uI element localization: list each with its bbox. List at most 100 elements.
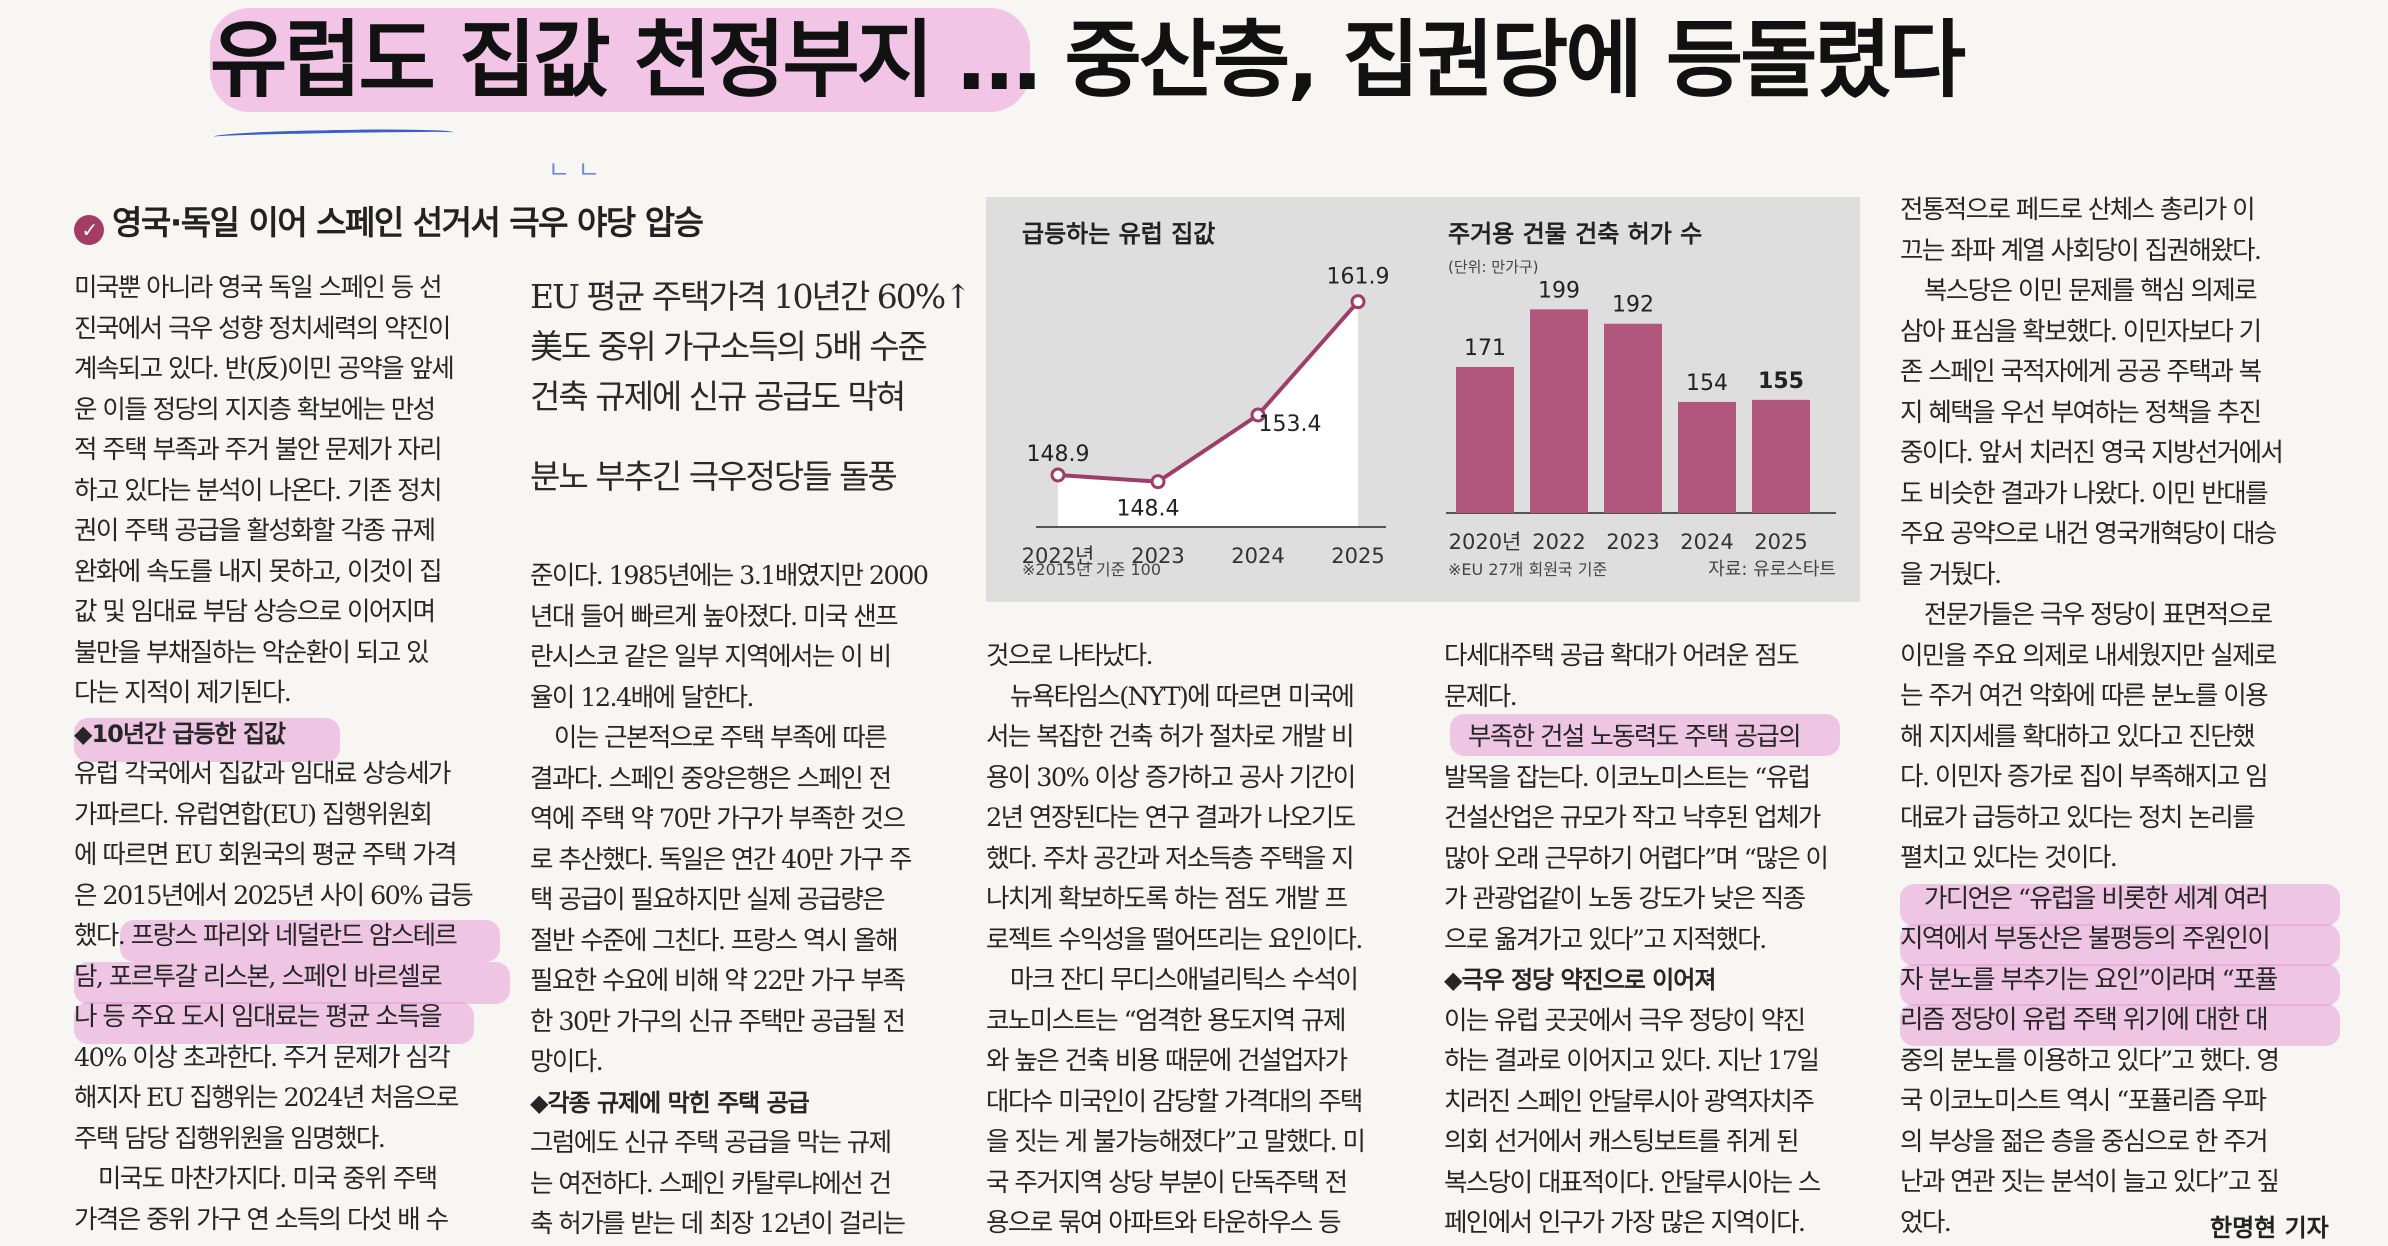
article-line: 가디언은 “유럽을 비롯한 세계 여러 — [1900, 883, 2269, 914]
check-icon: ✓ — [74, 215, 104, 245]
marker-highlight — [74, 1002, 474, 1044]
article-line: 문제다. — [1444, 681, 1518, 712]
charts: 급등하는 유럽 집값 148.9 2022년 148.4 2023 153.4 2024 16… — [1022, 220, 1836, 580]
article-line: 중의 분노를 이용하고 있다”고 했다. 영 — [1900, 1045, 2280, 1076]
article-line: 에 따르면 EU 회원국의 평균 주택 가격 — [74, 840, 458, 870]
article-line: 도 비슷한 결과가 나왔다. 이민 반대를 — [1900, 478, 2269, 509]
article-line: 이는 근본적으로 주택 부족에 따른 — [530, 723, 888, 753]
article-column: 다세대주택 공급 확대가 어려운 점도 문제다. 부족한 건설 노동력도 주택 공… — [1444, 636, 1874, 1246]
chart-panel — [986, 197, 1860, 602]
article-line: 용으로 묶여 아파트와 타운하우스 등 — [986, 1208, 1342, 1238]
article-line: 지 혜택을 우선 부여하는 정책을 추진 — [1900, 397, 2262, 428]
article-line: 리즘 정당이 유럽 주택 위기에 대한 대 — [1900, 1005, 2269, 1035]
article-line: 담, 포르투갈 리스본, 스페인 바르셀로 — [74, 961, 443, 992]
article-line: 준이다. 1985년에는 3.1배였지만 2000 — [530, 561, 929, 591]
article-line: 로젝트 수익성을 떨어뜨리는 요인이다. — [986, 924, 1363, 955]
article-line: 다. 이민자 증가로 집이 부족해지고 임 — [1900, 762, 2269, 792]
article-line: 율이 12.4배에 달한다. — [530, 682, 755, 713]
article-line: 미국뿐 아니라 영국 독일 스페인 등 선 — [74, 273, 443, 303]
data-label: 192 — [1612, 293, 1654, 318]
data-label: 154 — [1686, 371, 1728, 396]
article-line: 마크 잔디 무디스애널리틱스 수석이 — [986, 965, 1359, 995]
article-line: 전통적으로 페드로 산체스 총리가 이 — [1900, 195, 2256, 225]
article-line: 었다. — [1900, 1207, 1952, 1238]
data-point — [1250, 407, 1266, 423]
article-line: 복스당이 대표적이다. 안달루시아는 스 — [1444, 1167, 1821, 1198]
article-line: 해 지지세를 확대하고 있다고 진단했 — [1900, 721, 2256, 752]
article-line: 란시스코 같은 일부 지역에서는 이 비 — [530, 642, 892, 672]
article-line: 불만을 부채질하는 악순환이 되고 있 — [74, 637, 430, 668]
article-line: 중이다. 앞서 치러진 영국 지방선거에서 — [1900, 438, 2284, 468]
marker-highlight — [1900, 964, 2340, 1006]
article-line: 이민을 주요 의제로 내세웠지만 실제로 — [1900, 640, 2277, 671]
article-line: 2년 연장된다는 연구 결과가 나오기도 — [986, 803, 1356, 833]
article-line: 축 허가를 받는 데 최장 12년이 걸리는 — [530, 1209, 906, 1239]
tick-label: 2024 — [1231, 544, 1284, 568]
article-line: 의회 선거에서 캐스팅보트를 쥐게 된 — [1444, 1127, 1800, 1157]
tick-label: 2022년 — [1022, 544, 1095, 568]
article-line: 지역에서 부동산은 불평등의 주원인이 — [1900, 924, 2271, 954]
article-line: 을 짓는 게 불가능해졌다”고 말했다. 미 — [986, 1127, 1366, 1157]
article-line: 택 공급이 필요하지만 실제 공급량은 — [530, 885, 886, 915]
bar — [1530, 309, 1588, 513]
headline-highlight — [210, 8, 1030, 112]
tick-label: 2025 — [1331, 544, 1384, 568]
headline: 유럽도 집값 천정부지 … 중산층, 집권당에 등돌렸다 — [210, 11, 1966, 109]
article-line: 역에 주택 약 70만 가구가 부족한 것으 — [530, 804, 906, 834]
article-line: 했다. 프랑스 파리와 네덜란드 암스테르 — [74, 921, 458, 951]
subhead-text: 영국·독일 이어 스페인 선거서 극우 야당 압승 — [112, 203, 704, 242]
chart-footnote: ※2015년 기준 100 — [1022, 560, 1161, 579]
article-line: 건설산업은 규모가 작고 낙후된 업체가 — [1444, 803, 1821, 833]
article-line: 대료가 급등하고 있다는 정치 논리를 — [1900, 802, 2256, 833]
article-line: 가격은 중위 가구 연 소득의 다섯 배 수 — [74, 1204, 449, 1235]
article-column: 전통적으로 페드로 산체스 총리가 이 끄는 좌파 계열 사회당이 집권해왔다. … — [1900, 190, 2340, 1246]
article-line: 은 2015년에서 2025년 사이 60% 급등 — [74, 880, 474, 911]
article-line: 국 이코노미스트 역시 “포퓰리즘 우파 — [1900, 1086, 2267, 1116]
article-line: 으로 옮겨가고 있다”고 지적했다. — [1444, 924, 1767, 955]
summary-box: EU 평균 주택가격 10년간 60%↑ 美도 중위 가구소득의 5배 수준 건… — [530, 272, 972, 502]
article-line: 것으로 나타났다. — [986, 641, 1154, 671]
article-line: 발목을 잡는다. 이코노미스트는 “유럽 — [1444, 762, 1811, 793]
article-line: 가 관광업같이 노동 강도가 낮은 직종 — [1444, 884, 1806, 914]
article-line: 페인에서 인구가 가장 많은 지역이다. — [1444, 1208, 1806, 1238]
article-line: 이는 유럽 곳곳에서 극우 정당이 약진 — [1444, 1005, 1806, 1036]
marker-highlight — [1900, 1004, 2340, 1046]
article-line: 권이 주택 공급을 활성화할 각종 규제 — [74, 516, 436, 546]
tick-label: 2025 — [1754, 530, 1807, 554]
summary-line: EU 평균 주택가격 10년간 60%↑ — [530, 277, 972, 316]
article-line: ◆10년간 급등한 집값 — [74, 719, 286, 748]
article-line: 다세대주택 공급 확대가 어려운 점도 — [1444, 641, 1800, 671]
article-line: 주요 공약으로 내건 영국개혁당이 대승 — [1900, 519, 2277, 549]
article-line: 했다. 주차 공간과 저소득층 주택을 지 — [986, 843, 1355, 874]
bar — [1678, 401, 1736, 513]
article-line: 유럽 각국에서 집값과 임대료 상승세가 — [74, 759, 451, 789]
marker-highlight — [1450, 714, 1840, 756]
data-label: 171 — [1464, 336, 1506, 361]
article-line: 로 추산했다. 독일은 연간 40만 가구 주 — [530, 844, 912, 875]
byline: 한명현 기자 — [2210, 1214, 2329, 1242]
article-line: 전문가들은 극우 정당이 표면적으로 — [1900, 600, 2273, 630]
article-line: 미국도 마찬가지다. 미국 중위 주택 — [74, 1164, 438, 1194]
marker-highlight — [1900, 884, 2340, 926]
data-label: 161.9 — [1327, 265, 1390, 290]
data-point — [1050, 467, 1066, 483]
marker-highlight — [1900, 924, 2340, 966]
article-line: 복스당은 이민 문제를 핵심 의제로 — [1900, 276, 2258, 306]
article-line: 뉴욕타임스(NYT)에 따르면 미국에 — [986, 681, 1355, 712]
area-fill — [1058, 301, 1358, 527]
article-line: 서는 복잡한 건축 허가 절차로 개발 비 — [986, 722, 1355, 752]
article-line: 하는 결과로 이어지고 있다. 지난 17일 — [1444, 1046, 1820, 1076]
article-line: 다는 지적이 제기된다. — [74, 678, 292, 708]
article-line: 결과다. 스페인 중앙은행은 스페인 전 — [530, 763, 892, 794]
pen-scribble: ㄴ ㄴ — [548, 156, 600, 184]
article-line: 값 및 임대료 부담 상승으로 이어지며 — [74, 597, 436, 627]
article-line: 의 부상을 젊은 층을 중심으로 한 주거 — [1900, 1126, 2269, 1157]
data-label: 155 — [1758, 369, 1804, 394]
data-point — [1150, 474, 1166, 490]
bar — [1752, 399, 1810, 513]
tick-label: 2022 — [1532, 530, 1585, 554]
article-line: 적 주택 부족과 주거 불안 문제가 자리 — [74, 435, 443, 465]
article-line: 을 거뒀다. — [1900, 559, 2002, 590]
article-line: 삼아 표심을 확보했다. 이민자보다 기 — [1900, 316, 2262, 347]
